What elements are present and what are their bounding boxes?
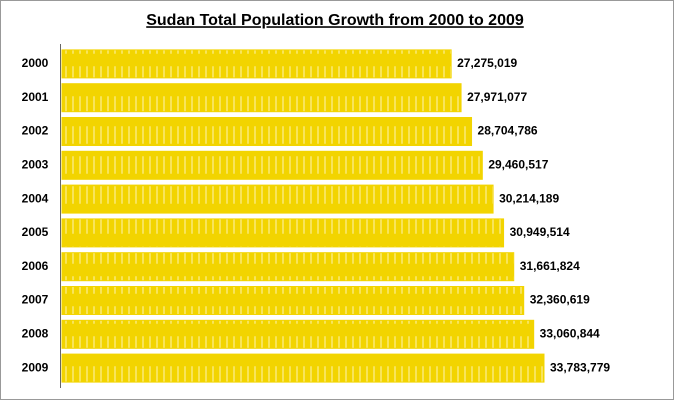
y-tick-label: 2004	[22, 191, 49, 205]
bar	[61, 319, 535, 349]
data-label: 27,971,077	[467, 90, 527, 104]
y-tick-label: 2006	[22, 259, 49, 273]
y-tick-label: 2009	[22, 360, 49, 374]
bar	[61, 49, 452, 79]
data-label: 33,060,844	[540, 326, 600, 340]
bar	[61, 252, 515, 282]
data-label: 32,360,619	[530, 293, 590, 307]
bar	[61, 286, 525, 315]
y-tick-label: 2008	[22, 326, 49, 340]
bar	[61, 184, 494, 214]
y-tick-label: 2005	[22, 225, 49, 239]
data-label: 29,460,517	[488, 157, 548, 171]
y-tick-label: 2002	[22, 124, 49, 138]
data-label: 33,783,779	[550, 360, 610, 374]
data-label: 30,214,189	[499, 191, 559, 205]
data-label: 31,661,824	[520, 259, 580, 273]
bar	[61, 218, 505, 248]
chart-title: Sudan Total Population Growth from 2000 …	[146, 12, 524, 29]
data-label: 28,704,786	[478, 124, 538, 138]
y-tick-label: 2000	[22, 56, 49, 70]
bar	[61, 117, 473, 146]
bar	[61, 83, 462, 113]
bar	[61, 353, 545, 383]
y-tick-label: 2001	[22, 90, 49, 104]
y-tick-label: 2003	[22, 157, 49, 171]
data-label: 27,275,019	[457, 56, 517, 70]
bar	[61, 150, 483, 180]
y-tick-label: 2007	[22, 293, 49, 307]
data-label: 30,949,514	[510, 225, 570, 239]
